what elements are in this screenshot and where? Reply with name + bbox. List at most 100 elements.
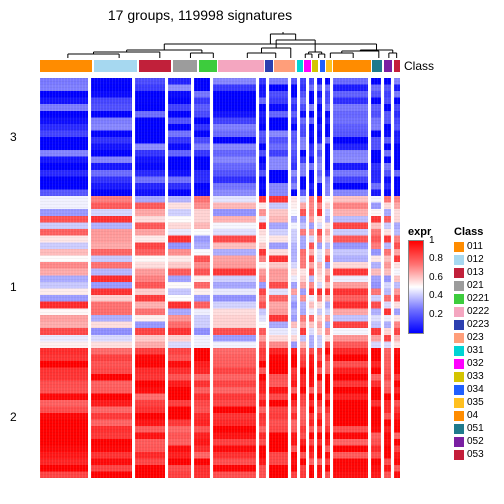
class-seg-012 [94,60,138,72]
expr-colorbar: 10.80.60.40.2 [408,240,424,334]
class-label: 052 [467,436,484,447]
class-item-023: 023 [454,331,489,344]
class-item-04: 04 [454,409,489,422]
class-swatch [454,359,464,369]
class-swatch [454,424,464,434]
class-bar [40,60,400,72]
class-legend: Class 011 012 013 021 0221 0222 0223 023 031 032 0… [454,226,489,461]
hm-col-013 [135,78,165,478]
class-swatch [454,385,464,395]
class-swatch [454,255,464,265]
class-bar-label: Class [404,59,434,73]
hm-col-034 [317,78,322,478]
hm-col-012 [91,78,132,478]
hm-col-0223 [259,78,266,478]
class-label: 023 [467,332,484,343]
class-seg-023 [274,60,295,72]
row-block-label-2: 2 [10,410,17,424]
class-item-0221: 0221 [454,292,489,305]
class-seg-0223 [265,60,272,72]
class-swatch [454,398,464,408]
class-swatch [454,411,464,421]
class-item-032: 032 [454,357,489,370]
class-swatch [454,281,464,291]
hm-col-053 [394,78,400,478]
class-item-035: 035 [454,396,489,409]
class-label: 012 [467,254,484,265]
class-seg-035 [326,60,331,72]
class-legend-title: Class [454,226,489,238]
class-swatch [454,320,464,330]
class-seg-031 [297,60,303,72]
hm-col-051 [371,78,381,478]
class-label: 011 [467,241,483,252]
class-label: 0223 [467,319,489,330]
class-swatch [454,242,464,252]
hm-col-0222 [213,78,256,478]
class-item-053: 053 [454,448,489,461]
expr-tick: 0.6 [429,272,443,283]
class-label: 053 [467,449,484,460]
class-swatch [454,372,464,382]
class-label: 032 [467,358,484,369]
expr-tick: 1 [429,235,435,246]
plot-title: 17 groups, 119998 signatures [0,7,400,23]
class-swatch [454,333,464,343]
hm-col-0221 [194,78,210,478]
class-seg-032 [304,60,310,72]
row-block-label-3: 3 [10,130,17,144]
class-item-011: 011 [454,240,489,253]
class-item-033: 033 [454,370,489,383]
hm-col-011 [40,78,88,478]
class-item-021: 021 [454,279,489,292]
class-label: 013 [467,267,484,278]
hm-col-052 [384,78,392,478]
class-label: 031 [467,345,484,356]
class-seg-034 [320,60,325,72]
class-swatch [454,294,464,304]
class-label: 021 [467,280,484,291]
class-item-034: 034 [454,383,489,396]
dendrogram [40,30,400,58]
class-label: 035 [467,397,484,408]
class-seg-0221 [199,60,217,72]
row-block-label-1: 1 [10,280,17,294]
class-seg-051 [372,60,382,72]
class-swatch [454,450,464,460]
class-label: 04 [467,410,478,421]
class-seg-04 [333,60,370,72]
class-swatch [454,437,464,447]
class-item-031: 031 [454,344,489,357]
class-swatch [454,307,464,317]
class-seg-021 [173,60,198,72]
expr-tick: 0.8 [429,253,443,264]
heatmap [40,78,400,478]
class-seg-0222 [218,60,264,72]
class-seg-052 [384,60,392,72]
class-label: 0222 [467,306,489,317]
class-seg-013 [139,60,171,72]
class-seg-011 [40,60,92,72]
class-label: 051 [467,423,484,434]
class-swatch [454,346,464,356]
class-item-012: 012 [454,253,489,266]
class-item-051: 051 [454,422,489,435]
hm-col-04 [333,78,368,478]
hm-col-035 [325,78,330,478]
hm-col-032 [300,78,306,478]
class-seg-053 [394,60,400,72]
class-label: 034 [467,384,484,395]
class-item-013: 013 [454,266,489,279]
class-label: 0221 [467,293,489,304]
class-seg-033 [312,60,318,72]
class-item-052: 052 [454,435,489,448]
hm-col-031 [291,78,297,478]
expr-tick: 0.4 [429,290,443,301]
expr-tick: 0.2 [429,309,443,320]
class-item-0222: 0222 [454,305,489,318]
class-swatch [454,268,464,278]
class-label: 033 [467,371,484,382]
class-item-0223: 0223 [454,318,489,331]
hm-col-023 [269,78,288,478]
hm-col-033 [309,78,315,478]
